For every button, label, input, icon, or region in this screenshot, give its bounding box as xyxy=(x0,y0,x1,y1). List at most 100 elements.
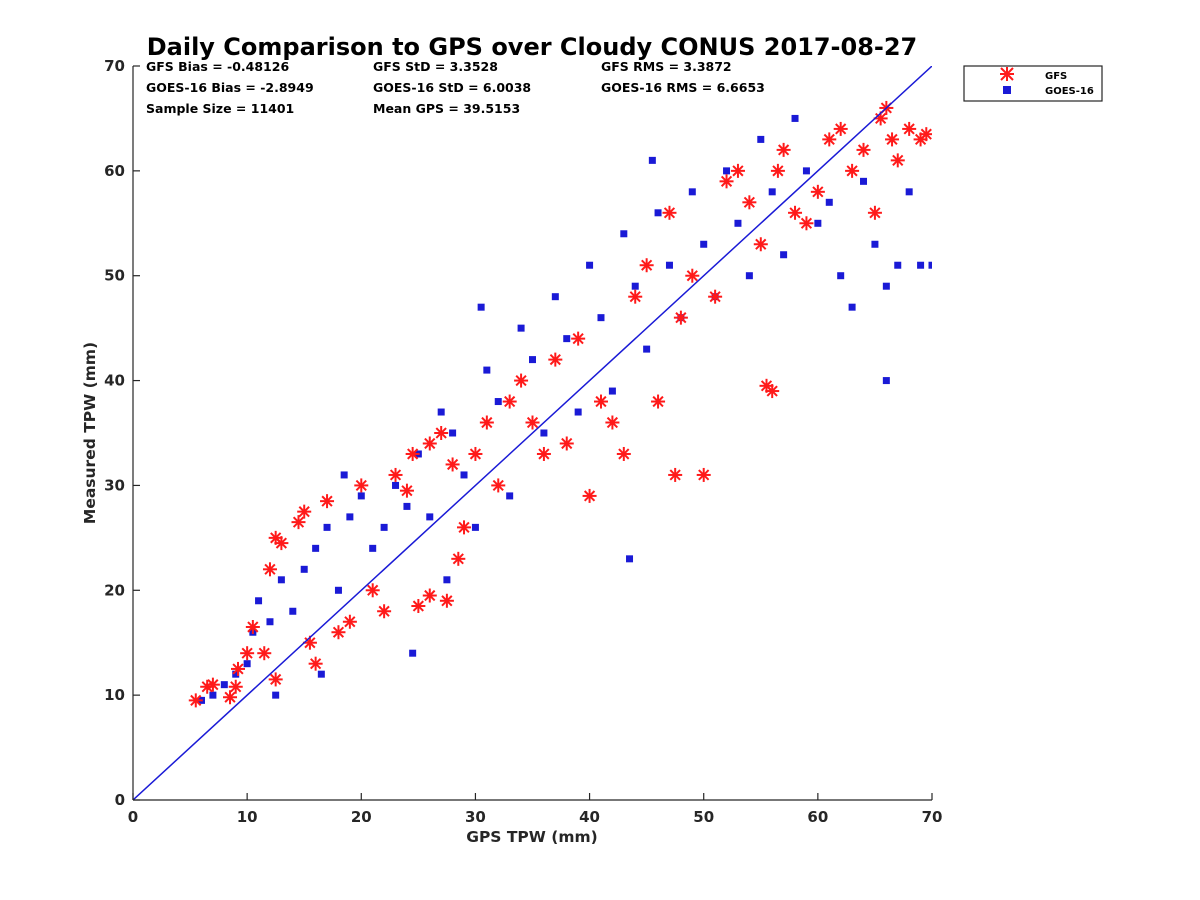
goes16-point xyxy=(540,429,548,437)
x-tick-label: 10 xyxy=(237,808,258,826)
gfs-point xyxy=(810,184,825,199)
gfs-point xyxy=(451,551,466,566)
gfs-point xyxy=(245,619,260,634)
gfs-point xyxy=(919,127,932,142)
goes16-point xyxy=(334,586,342,594)
gfs-point xyxy=(765,384,780,399)
gfs-point xyxy=(673,310,688,325)
x-axis-label: GPS TPW (mm) xyxy=(466,828,598,846)
x-tick-label: 30 xyxy=(465,808,486,826)
gfs-point xyxy=(514,373,529,388)
gfs-point xyxy=(662,205,677,220)
goes16-point xyxy=(369,544,377,552)
gfs-point xyxy=(422,588,437,603)
gfs-point xyxy=(468,446,483,461)
legend-box xyxy=(963,65,1103,102)
gfs-point xyxy=(422,436,437,451)
goes16-point xyxy=(837,272,845,280)
goes16-point xyxy=(437,408,445,416)
x-tick-label: 0 xyxy=(128,808,138,826)
goes16-point xyxy=(551,293,559,301)
gfs-point xyxy=(753,237,768,252)
gfs-point xyxy=(845,163,860,178)
gfs-point xyxy=(867,205,882,220)
goes16-point xyxy=(648,156,656,164)
legend-gfs-label: GFS xyxy=(1045,71,1067,82)
gfs-point xyxy=(188,693,203,708)
y-tick-label: 30 xyxy=(104,476,125,494)
gfs-point xyxy=(799,216,814,231)
goes16-point xyxy=(220,681,228,689)
goes16-point xyxy=(745,272,753,280)
gfs-point xyxy=(856,142,871,157)
gfs-point xyxy=(719,174,734,189)
gfs-point xyxy=(388,467,403,482)
gfs-point xyxy=(616,446,631,461)
goes16-point xyxy=(894,261,902,269)
goes16-point xyxy=(449,429,457,437)
gfs-point xyxy=(377,604,392,619)
gfs-point xyxy=(411,599,426,614)
goes16-point xyxy=(300,565,308,573)
goes16-point xyxy=(477,303,485,311)
goes16-point xyxy=(574,408,582,416)
gfs-point xyxy=(885,132,900,147)
gfs-point xyxy=(262,562,277,577)
gfs-point xyxy=(365,583,380,598)
goes16-point xyxy=(700,240,708,248)
goes16-point xyxy=(312,544,320,552)
goes16-point xyxy=(243,660,251,668)
goes16-point xyxy=(209,691,217,699)
goes16-point xyxy=(654,209,662,217)
chart-title: Daily Comparison to GPS over Cloudy CONU… xyxy=(147,33,918,61)
goes16-point xyxy=(346,513,354,521)
goes16-point xyxy=(871,240,879,248)
gfs-point xyxy=(776,142,791,157)
goes16-point xyxy=(882,282,890,290)
goes16-point xyxy=(780,251,788,259)
gfs-point xyxy=(788,205,803,220)
gfs-point xyxy=(582,488,597,503)
gfs-point xyxy=(902,121,917,136)
y-tick-label: 60 xyxy=(104,162,125,180)
goes16-point xyxy=(483,366,491,374)
gfs-point xyxy=(525,415,540,430)
legend-goes16-label: GOES-16 xyxy=(1045,86,1094,97)
goes16-point xyxy=(848,303,856,311)
goes16-point xyxy=(323,523,331,531)
goes16-point xyxy=(723,167,731,175)
goes16-point xyxy=(494,398,502,406)
y-tick-label: 0 xyxy=(115,791,125,809)
gfs-point xyxy=(593,394,608,409)
gfs-point xyxy=(833,121,848,136)
stat-gfs-bias: GFS Bias = -0.48126 xyxy=(146,59,289,74)
y-axis-ticks: 0 10 20 30 40 50 60 70 xyxy=(104,57,140,809)
gfs-point xyxy=(571,331,586,346)
gfs-point xyxy=(457,520,472,535)
reference-line-layer xyxy=(133,66,932,800)
goes16-point xyxy=(317,670,325,678)
gfs-point xyxy=(354,478,369,493)
gfs-point xyxy=(445,457,460,472)
goes16-point xyxy=(643,345,651,353)
goes16-point xyxy=(768,188,776,196)
goes16-point xyxy=(403,502,411,510)
data-points-layer xyxy=(188,100,932,708)
x-tick-label: 70 xyxy=(922,808,943,826)
x-axis-ticks: 0 10 20 30 40 50 60 70 xyxy=(128,793,943,826)
gfs-point xyxy=(291,515,306,530)
one-to-one-line xyxy=(133,66,932,800)
goes16-point xyxy=(928,261,932,269)
gfs-point xyxy=(240,646,255,661)
goes16-point xyxy=(460,471,468,479)
goes16-point xyxy=(665,261,673,269)
gfs-point xyxy=(399,483,414,498)
goes16-point xyxy=(529,356,536,364)
x-tick-label: 40 xyxy=(579,808,600,826)
goes16-point xyxy=(392,481,400,489)
y-tick-label: 20 xyxy=(104,581,125,599)
y-tick-label: 70 xyxy=(104,57,125,75)
goes16-point xyxy=(340,471,348,479)
gfs-point xyxy=(770,163,785,178)
